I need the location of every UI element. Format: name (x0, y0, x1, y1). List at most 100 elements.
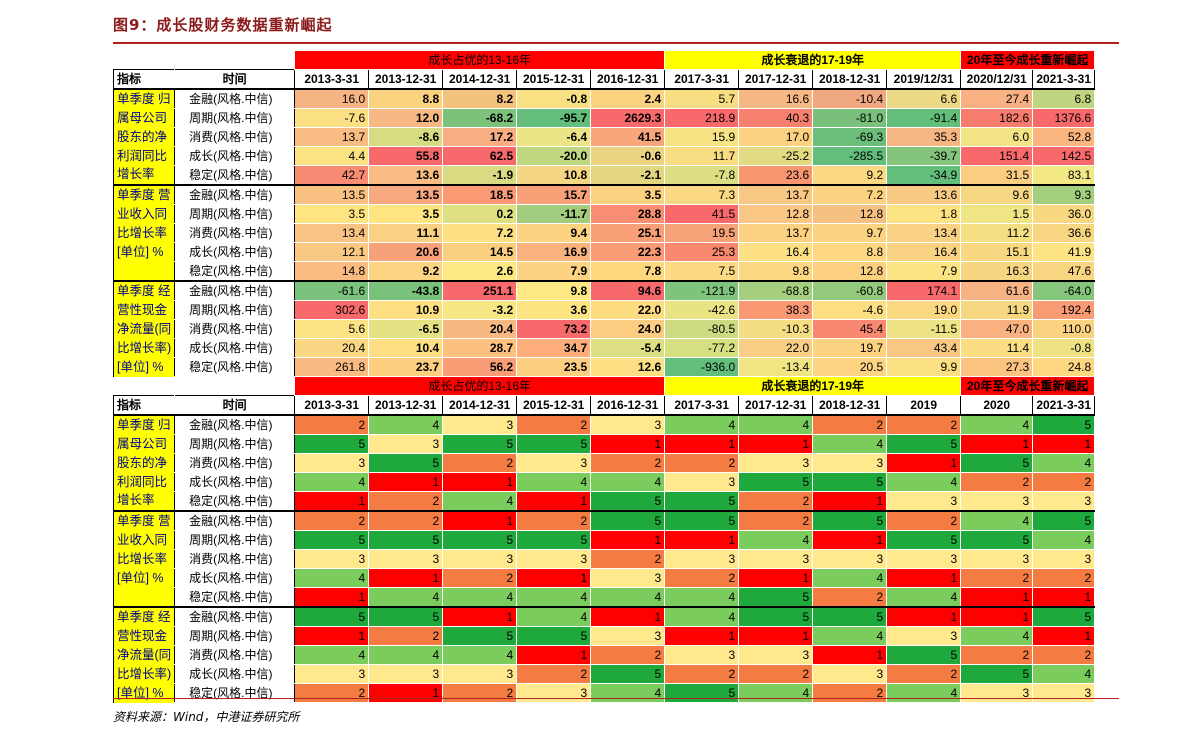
value-row: 股东的净 消费(风格.中信) 13.7 -8.6 17.2 -6.4 41.5 15.9 17.… (112, 127, 1096, 147)
date-header-cell: 2013-12-31 (368, 69, 444, 90)
period-label-2013-2016: 成长占优的13-16年 (294, 376, 666, 396)
value-cell: -10.4 (812, 88, 888, 109)
rank-cell: 1 (738, 626, 814, 646)
rank-cell: 2 (516, 414, 592, 435)
blank-cell (113, 50, 175, 70)
rank-cell: 3 (812, 453, 888, 473)
rank-cell: 2 (664, 453, 740, 473)
style-label: 消费(风格.中信) (174, 223, 296, 243)
value-cell: 24.0 (590, 319, 666, 339)
value-row: 净流量(同 消费(风格.中信) 5.6 -6.5 20.4 73.2 24.0 -80.5 -1… (112, 319, 1096, 339)
date-header-cell: 2013-3-31 (294, 395, 370, 416)
value-cell: 1376.6 (1032, 108, 1096, 128)
value-cell: -34.9 (886, 165, 962, 186)
rank-cell: 1 (960, 587, 1034, 608)
value-cell: 28.8 (590, 204, 666, 224)
value-cell: 20.4 (442, 319, 518, 339)
indicator-label: 属母公司 (112, 434, 175, 454)
rank-cell: 4 (368, 414, 444, 435)
value-row: 单季度 归金融(风格.中信) 16.0 8.8 8.2 -0.8 2.4 5.7 16.6 -1… (112, 88, 1096, 109)
rank-cell: 1 (590, 606, 666, 627)
date-header-row-top: 指标 时间 2013-3-31 2013-12-31 2014-12-31 2015-12… (112, 69, 1096, 90)
rank-cell: 1 (738, 568, 814, 588)
value-cell: 12.1 (294, 242, 370, 262)
value-cell: 45.4 (812, 319, 888, 339)
value-cell: -95.7 (516, 108, 592, 128)
value-cell: 22.0 (590, 300, 666, 320)
value-cell: 13.7 (738, 223, 814, 243)
indicator-label (112, 587, 175, 607)
blank-cell (174, 50, 295, 70)
period-header-row-top: 成长占优的13-16年 成长衰退的17-19年 20年至今成长重新崛起 (113, 50, 1096, 70)
value-cell: 16.4 (738, 242, 814, 262)
indicator-header: 指标 (112, 395, 176, 416)
style-label: 稳定(风格.中信) (174, 261, 296, 282)
rank-cell: 1 (1032, 434, 1096, 454)
bottom-rule (113, 698, 1119, 699)
value-cell: 6.8 (1032, 88, 1096, 109)
rank-cell: 5 (812, 472, 888, 492)
style-label: 稳定(风格.中信) (174, 683, 296, 703)
value-cell: 19.7 (812, 338, 888, 358)
date-header-cell: 2017-3-31 (664, 395, 740, 416)
value-cell: -25.2 (738, 146, 814, 166)
style-label: 周期(风格.中信) (174, 626, 296, 646)
rank-cell: 3 (590, 568, 666, 588)
rank-cell: 2 (368, 491, 444, 512)
rank-cell: 5 (1032, 414, 1096, 435)
rank-cell: 3 (590, 626, 666, 646)
rank-cell: 1 (664, 434, 740, 454)
value-cell: 2.4 (590, 88, 666, 109)
value-cell: 13.7 (294, 127, 370, 147)
rank-cell: 2 (664, 568, 740, 588)
rank-cell: 3 (368, 434, 444, 454)
rank-cell: 1 (960, 434, 1034, 454)
value-cell: 13.4 (294, 223, 370, 243)
value-cell: 182.6 (960, 108, 1034, 128)
style-label: 消费(风格.中信) (174, 645, 296, 665)
rank-cell: 5 (590, 491, 666, 512)
rank-row: 比增长率 消费(风格.中信) 3 3 3 3 2 3 3 3 3 3 3 (112, 549, 1096, 569)
rank-cell: 3 (442, 549, 518, 569)
value-row: 单季度 营金融(风格.中信) 13.5 13.5 18.5 15.7 3.5 7.3 13.7… (112, 184, 1096, 205)
rank-cell: 2 (886, 414, 962, 435)
value-cell: -42.6 (664, 300, 740, 320)
style-label: 金融(风格.中信) (174, 510, 296, 531)
rank-cell: 4 (1032, 530, 1096, 550)
rank-row: 比增长率) 成长(风格.中信) 3 3 3 2 5 2 2 3 2 5 4 (112, 664, 1096, 684)
value-cell: 10.8 (516, 165, 592, 186)
style-label: 成长(风格.中信) (174, 146, 296, 166)
value-cell: 16.4 (886, 242, 962, 262)
value-cell: 27.4 (960, 88, 1034, 109)
style-label: 消费(风格.中信) (174, 127, 296, 147)
value-cell: 6.0 (960, 127, 1034, 147)
source-note: 资料来源：Wind，中港证券研究所 (113, 710, 300, 724)
date-header-cell: 2018-12-31 (812, 69, 888, 90)
rank-cell: 2 (294, 414, 370, 435)
rank-cell: 3 (294, 549, 370, 569)
indicator-label: 增长率 (112, 165, 175, 185)
rank-cell: 5 (1032, 606, 1096, 627)
value-cell: -7.8 (664, 165, 740, 186)
rank-cell: 4 (368, 587, 444, 608)
rank-cell: 4 (738, 683, 814, 703)
indicator-label: 净流量(同 (112, 645, 175, 665)
rank-cell: 1 (294, 626, 370, 646)
value-row: 比增长率) 成长(风格.中信) 20.4 10.4 28.7 34.7 -5.4 -77.2 2… (112, 338, 1096, 358)
value-cell: -285.5 (812, 146, 888, 166)
rank-cell: 4 (516, 606, 592, 627)
indicator-label: 单季度 归 (112, 414, 175, 435)
rank-cell: 4 (590, 587, 666, 608)
rank-cell: 4 (590, 683, 666, 703)
value-cell: -77.2 (664, 338, 740, 358)
rank-row: 增长率 稳定(风格.中信) 1 2 4 1 5 5 2 1 3 3 3 (112, 491, 1096, 512)
value-cell: 16.9 (516, 242, 592, 262)
value-cell: 25.1 (590, 223, 666, 243)
rank-cell: 4 (960, 626, 1034, 646)
value-cell: 13.5 (368, 184, 444, 205)
rank-cell: 5 (368, 530, 444, 550)
value-cell: 13.6 (368, 165, 444, 186)
rank-cell: 4 (1032, 664, 1096, 684)
rank-cell: 2 (738, 664, 814, 684)
indicator-label: 单季度 营 (112, 184, 175, 205)
